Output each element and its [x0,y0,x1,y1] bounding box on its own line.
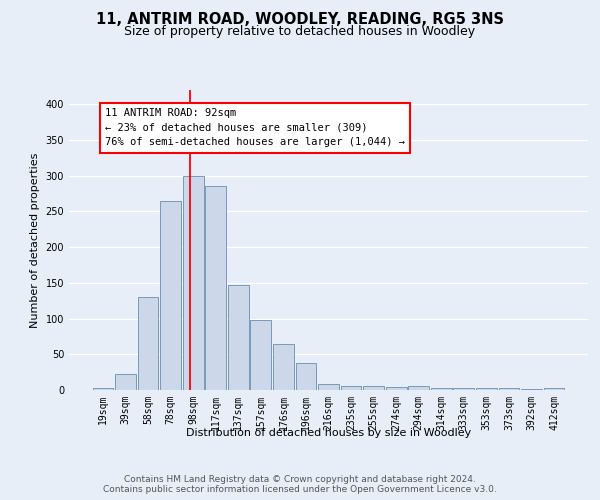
Text: 11, ANTRIM ROAD, WOODLEY, READING, RG5 3NS: 11, ANTRIM ROAD, WOODLEY, READING, RG5 3… [96,12,504,28]
Bar [160,202,181,390]
Bar [476,388,497,390]
Bar [228,285,248,390]
Text: Contains HM Land Registry data © Crown copyright and database right 2024.
Contai: Contains HM Land Registry data © Crown c… [103,474,497,494]
Y-axis label: Number of detached properties: Number of detached properties [30,152,40,328]
Bar [499,388,520,390]
Bar [454,388,474,390]
Bar [92,388,113,390]
Bar [115,374,136,390]
Bar [183,176,203,390]
Bar [273,344,294,390]
Text: Size of property relative to detached houses in Woodley: Size of property relative to detached ho… [124,25,476,38]
Text: 11 ANTRIM ROAD: 92sqm
← 23% of detached houses are smaller (309)
76% of semi-det: 11 ANTRIM ROAD: 92sqm ← 23% of detached … [105,108,405,148]
Bar [296,363,316,390]
Bar [431,388,452,390]
Bar [386,387,407,390]
Bar [250,320,271,390]
Bar [137,297,158,390]
Bar [544,388,565,390]
Bar [363,386,384,390]
Bar [205,186,226,390]
Bar [341,386,361,390]
Text: Distribution of detached houses by size in Woodley: Distribution of detached houses by size … [186,428,472,438]
Bar [409,386,429,390]
Bar [318,384,339,390]
